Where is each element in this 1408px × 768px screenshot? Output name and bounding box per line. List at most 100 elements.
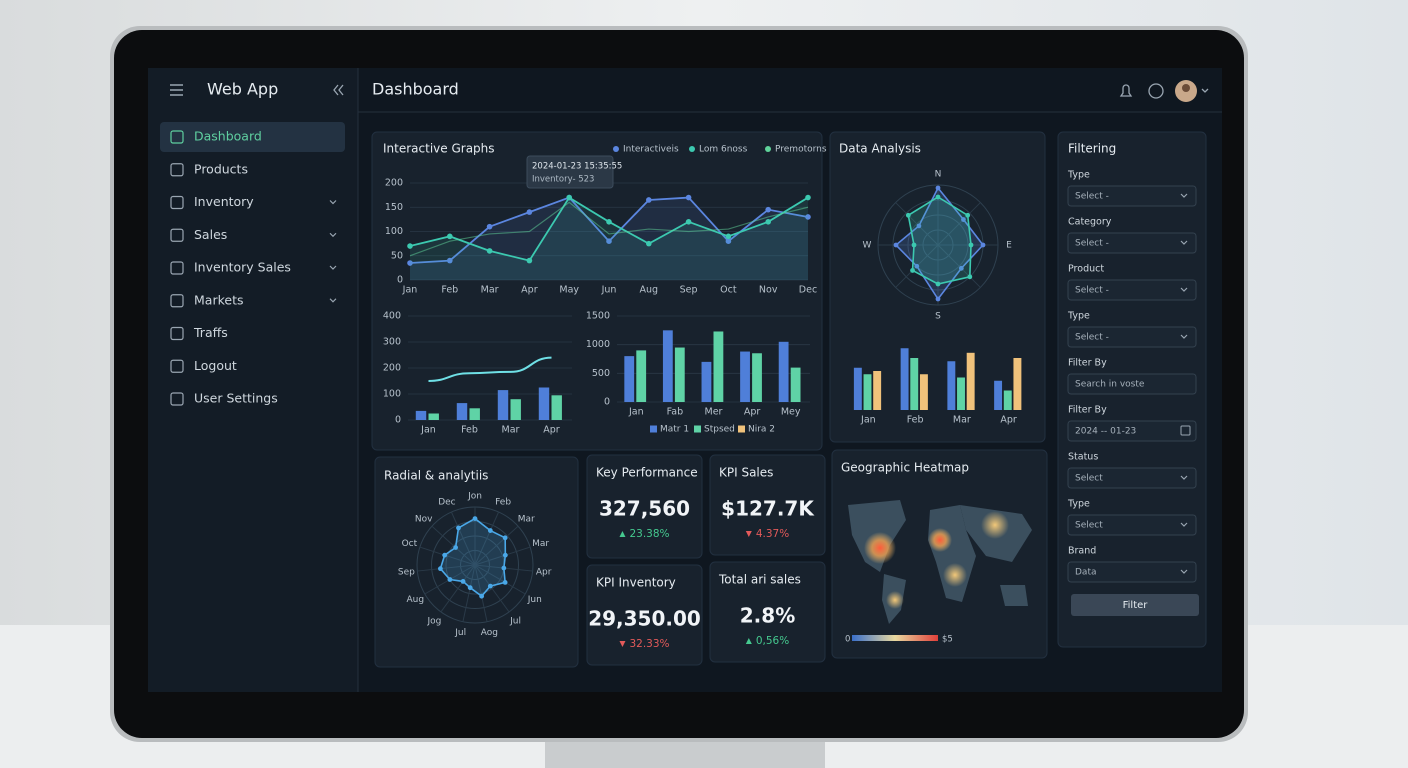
nav-item: Inventory Sales [194, 260, 291, 275]
bell-icon[interactable] [1119, 84, 1133, 97]
radar-label: E [1006, 241, 1012, 251]
filter-date[interactable] [1067, 420, 1197, 442]
world-map [848, 500, 1032, 641]
kpi-value: $127.7K [721, 497, 815, 521]
radar-point [911, 242, 917, 248]
point [805, 194, 811, 201]
avatar-chevron[interactable] [1201, 88, 1209, 93]
nav-expand [329, 298, 337, 303]
bar [863, 374, 872, 410]
filter-select[interactable] [1067, 232, 1197, 254]
select-chevron [1180, 522, 1188, 527]
panel [586, 454, 703, 559]
bar [624, 356, 635, 402]
tooltip-text: Inventory- 523 [532, 175, 594, 185]
radar-area [439, 517, 507, 598]
point [447, 233, 453, 240]
nav-item: Traffs [193, 325, 228, 340]
radar-point [467, 585, 473, 591]
point [805, 214, 811, 220]
bar [947, 361, 956, 410]
tooltip-time: 2024-01-23 15:35:55 [532, 162, 622, 172]
filter-label: Filter By [1068, 405, 1107, 416]
radar-label: Nov [415, 514, 433, 524]
help-icon[interactable] [1148, 83, 1164, 99]
filter-label: Brand [1068, 546, 1096, 557]
nav-active-bg[interactable] [160, 122, 345, 152]
filter-select[interactable] [1067, 467, 1197, 489]
y-tick-label: 0 [604, 397, 610, 408]
nav-item: Markets [194, 292, 243, 307]
radar-point [965, 212, 971, 218]
kpi-change: 4.37% [756, 528, 789, 540]
radar-label: Jon [467, 492, 482, 502]
filter-label: Category [1068, 217, 1112, 228]
radar-label: Jul [454, 628, 466, 638]
bar [674, 347, 685, 402]
radar-point [905, 212, 911, 218]
chevron [338, 84, 344, 96]
point [725, 233, 732, 240]
x-tick-label: Fab [667, 407, 683, 418]
nav-icon [170, 359, 184, 373]
nav-item: Inventory [194, 194, 254, 209]
filter-select[interactable] [1067, 279, 1197, 301]
radar-point [442, 552, 448, 558]
kpi-value: 29,350.00 [588, 607, 701, 631]
filter-placeholder: Select [1075, 474, 1103, 484]
radar-label: W [863, 241, 872, 251]
scale-label: $5 [942, 635, 953, 645]
point [685, 219, 692, 225]
x-tick-label: Jan [402, 285, 418, 296]
filter-button[interactable] [1071, 594, 1199, 616]
filter-label: Filter By [1068, 358, 1107, 369]
bar [994, 380, 1003, 410]
bar [636, 350, 647, 402]
radar-spoke [419, 546, 476, 566]
nav-icon [170, 392, 184, 406]
radar-point [961, 217, 966, 222]
radar-label: Aog [481, 628, 498, 638]
x-tick-label: Jan [420, 425, 436, 436]
filter-placeholder: Select - [1075, 286, 1109, 296]
filter-label: Type [1067, 170, 1090, 181]
menu-icon[interactable] [170, 84, 183, 96]
y-tick-label: 1500 [586, 311, 610, 322]
kpi-title: Key Performance [596, 466, 698, 480]
filter-placeholder: Select - [1075, 239, 1109, 249]
kpi-title: Total ari sales [718, 573, 801, 587]
radar-label: Jun [527, 595, 542, 605]
point [646, 197, 652, 203]
collapse-icon[interactable] [333, 84, 344, 96]
filter-select[interactable] [1067, 326, 1197, 348]
bar [1003, 390, 1012, 410]
calendar-icon [1180, 425, 1191, 436]
bar [790, 367, 801, 402]
point [685, 194, 692, 201]
filter-search[interactable] [1067, 373, 1197, 395]
filter-select[interactable] [1067, 514, 1197, 536]
tooltip [526, 155, 614, 189]
radar-label: Oct [402, 539, 418, 549]
radar-point [916, 223, 922, 229]
nav-icon [170, 195, 184, 210]
point [566, 194, 572, 201]
radar-spoke [474, 546, 531, 566]
y-tick-label: 200 [385, 178, 403, 189]
radar-label: S [935, 312, 941, 322]
point [447, 257, 453, 264]
y-tick-label: 100 [383, 389, 401, 400]
y-tick-label: 200 [383, 363, 401, 374]
filter-label: Product [1068, 264, 1104, 275]
bar [469, 408, 480, 420]
x-tick-label: May [559, 285, 579, 296]
bar [510, 399, 521, 420]
filter-select[interactable] [1067, 561, 1197, 583]
radar-point [935, 296, 941, 302]
filter-label: Type [1067, 311, 1090, 322]
filter-select[interactable] [1067, 185, 1197, 207]
radar-label: Dec [438, 497, 455, 507]
legend-label: Premotorns [775, 145, 827, 155]
